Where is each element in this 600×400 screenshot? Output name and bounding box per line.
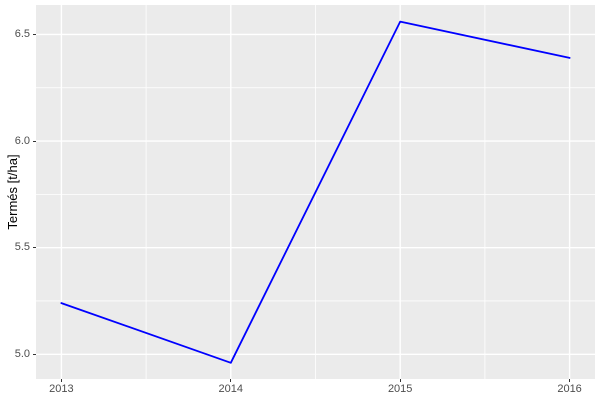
y-tick-label: 6.0: [14, 134, 30, 147]
x-tick-label: 2014: [218, 383, 244, 395]
plot-panel: [36, 5, 595, 379]
y-axis-title: Termés [t/ha]: [5, 154, 20, 230]
y-tick-mark: [33, 33, 36, 35]
data-line-Termés: [60, 20, 571, 364]
line-chart: [36, 5, 595, 379]
x-tick-mark: [399, 379, 401, 382]
x-tick-label: 2013: [49, 383, 74, 395]
y-tick-mark: [33, 140, 36, 142]
y-tick-label: 5.0: [14, 347, 30, 360]
x-tick-label: 2016: [557, 383, 582, 395]
y-tick-label: 5.5: [14, 241, 30, 254]
y-tick-mark: [33, 353, 36, 355]
y-tick-mark: [33, 247, 36, 249]
x-tick-mark: [569, 379, 571, 382]
y-tick-label: 6.5: [14, 27, 30, 40]
x-tick-mark: [230, 379, 232, 382]
x-tick-label: 2015: [387, 383, 413, 395]
x-tick-mark: [60, 379, 62, 382]
